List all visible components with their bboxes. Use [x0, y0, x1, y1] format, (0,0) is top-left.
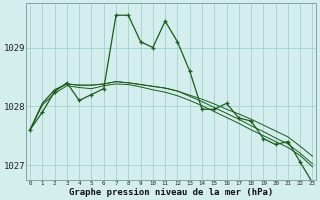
X-axis label: Graphe pression niveau de la mer (hPa): Graphe pression niveau de la mer (hPa) [69, 188, 273, 197]
